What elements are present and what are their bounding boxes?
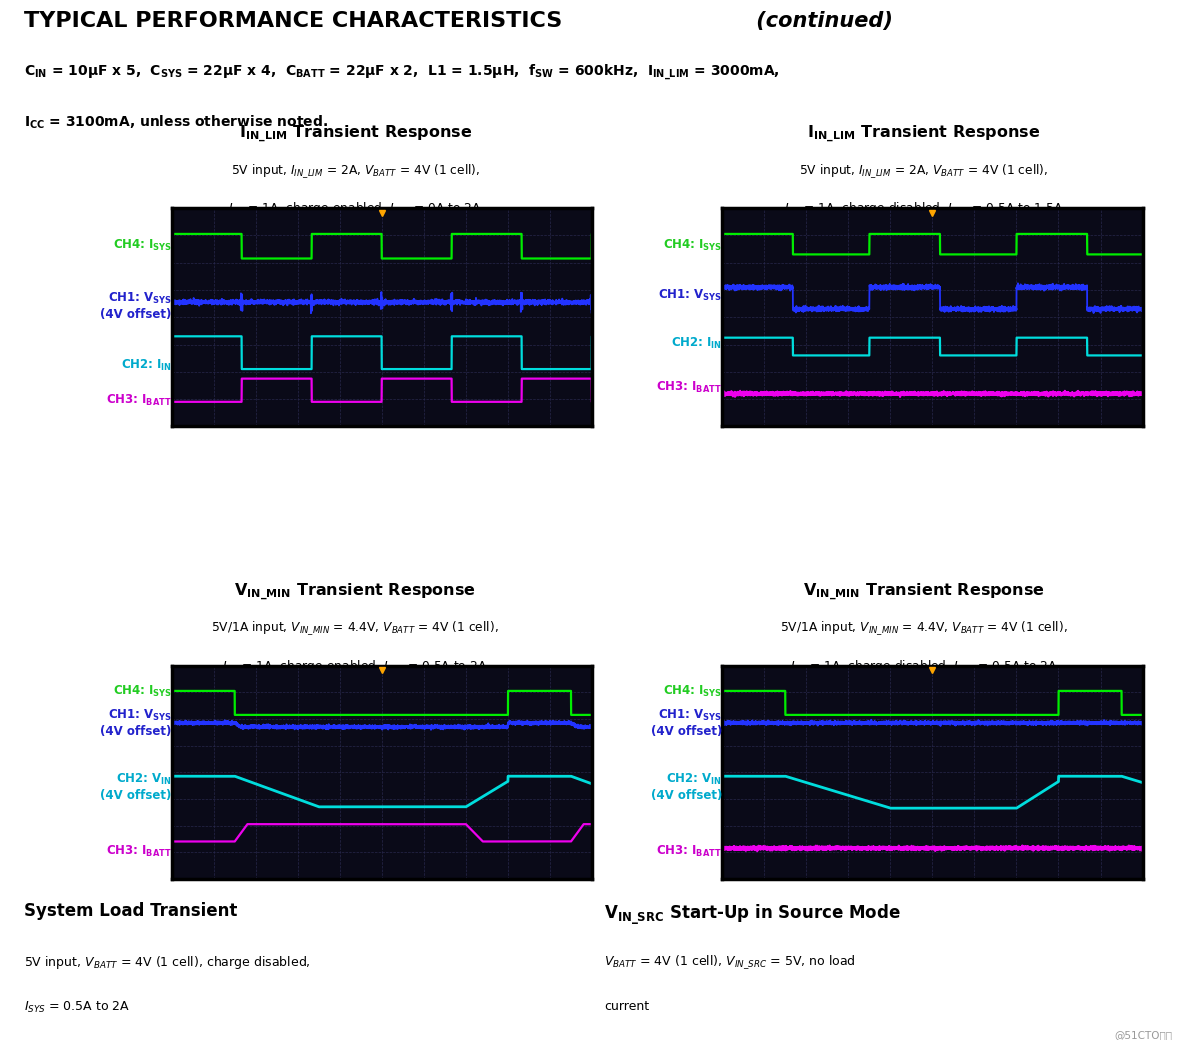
- Text: System Load Transient: System Load Transient: [24, 903, 237, 920]
- Text: CH3: $\mathbf{I_{BATT}}$: CH3: $\mathbf{I_{BATT}}$: [105, 843, 172, 859]
- Text: (continued): (continued): [748, 11, 893, 31]
- Text: CH3: $\mathbf{I_{BATT}}$: CH3: $\mathbf{I_{BATT}}$: [656, 843, 722, 859]
- Text: $\mathbf{I_{IN\_LIM}}$ Transient Response: $\mathbf{I_{IN\_LIM}}$ Transient Respons…: [806, 124, 1041, 144]
- Text: CH2: $\mathbf{V_{IN}}$
(4V offset): CH2: $\mathbf{V_{IN}}$ (4V offset): [651, 772, 722, 802]
- Text: 5V input, $I_{IN\_LIM}$ = 2A, $V_{BATT}$ = 4V (1 cell),: 5V input, $I_{IN\_LIM}$ = 2A, $V_{BATT}$…: [799, 162, 1048, 180]
- Text: @51CTO博客: @51CTO博客: [1114, 1030, 1172, 1040]
- Text: ● 500mV  ● 500mV  ● 2.00A  ● 1.00A  | 4.00ms  125MS/s  ●  ∫  1.40A: ● 500mV ● 500mV ● 2.00A ● 1.00A | 4.00ms…: [176, 882, 426, 890]
- Text: $I_{CC}$ = 1A, charge enabled, $I_{SYS}$ = 0A to 2A: $I_{CC}$ = 1A, charge enabled, $I_{SYS}$…: [229, 201, 482, 217]
- Text: 5V/1A input, $V_{IN\_MIN}$ = 4.4V, $V_{BATT}$ = 4V (1 cell),: 5V/1A input, $V_{IN\_MIN}$ = 4.4V, $V_{B…: [212, 620, 498, 638]
- Text: 5V/1A input, $V_{IN\_MIN}$ = 4.4V, $V_{BATT}$ = 4V (1 cell),: 5V/1A input, $V_{IN\_MIN}$ = 4.4V, $V_{B…: [780, 620, 1067, 638]
- Text: $V_{BATT}$ = 4V (1 cell), $V_{IN\_SRC}$ = 5V, no load: $V_{BATT}$ = 4V (1 cell), $V_{IN\_SRC}$ …: [604, 954, 856, 971]
- Text: $\mathbf{C_{IN}}$ = 10μF x 5,  $\mathbf{C_{SYS}}$ = 22μF x 4,  $\mathbf{C_{BATT}: $\mathbf{C_{IN}}$ = 10μF x 5, $\mathbf{C…: [24, 62, 779, 82]
- Text: $I_{SYS}$ = 0.5A to 2A: $I_{SYS}$ = 0.5A to 2A: [24, 999, 130, 1015]
- Text: $I_{CC}$ = 1A, charge disabled, $I_{SYS}$ = 0.5A to 2A: $I_{CC}$ = 1A, charge disabled, $I_{SYS}…: [790, 658, 1057, 675]
- Text: 5V input, $I_{IN\_LIM}$ = 2A, $V_{BATT}$ = 4V (1 cell),: 5V input, $I_{IN\_LIM}$ = 2A, $V_{BATT}$…: [231, 162, 480, 180]
- Text: ● 500mV  ● 500mV  ● 2.00A  ● 1.00A  | 4.00ms  125MS/s  ●  ∫  1.40A: ● 500mV ● 500mV ● 2.00A ● 1.00A | 4.00ms…: [727, 882, 977, 890]
- Text: $\mathbf{V_{IN\_MIN}}$ Transient Response: $\mathbf{V_{IN\_MIN}}$ Transient Respons…: [234, 581, 476, 601]
- Text: CH4: $\mathbf{I_{SYS}}$: CH4: $\mathbf{I_{SYS}}$: [112, 683, 172, 699]
- Text: $I_{CC}$ = 1A, charge enabled, $I_{SYS}$ = 0.5A to 2A: $I_{CC}$ = 1A, charge enabled, $I_{SYS}$…: [223, 658, 488, 675]
- Text: 5V input, $V_{BATT}$ = 4V (1 cell), charge disabled,: 5V input, $V_{BATT}$ = 4V (1 cell), char…: [24, 954, 310, 970]
- Text: CH1: $\mathbf{V_{SYS}}$
(4V offset): CH1: $\mathbf{V_{SYS}}$ (4V offset): [651, 708, 722, 738]
- Text: CH4: $\mathbf{I_{SYS}}$: CH4: $\mathbf{I_{SYS}}$: [112, 237, 172, 253]
- Text: ● 500mV  ● 1.00A  ● 2.00A  ● 1.00A  | 800μs  625MS/s  ●  ∫  1.40A: ● 500mV ● 1.00A ● 2.00A ● 1.00A | 800μs …: [727, 430, 969, 438]
- Text: ● 500mV  ● 1.00A  ● 2.00A  ● 2.00A  | 800μs  625MS/s  ●  ∫  1.40A: ● 500mV ● 1.00A ● 2.00A ● 2.00A | 800μs …: [176, 430, 418, 438]
- Text: $\mathbf{I_{CC}}$ = 3100mA, unless otherwise noted.: $\mathbf{I_{CC}}$ = 3100mA, unless other…: [24, 113, 328, 131]
- Text: $\mathbf{V_{IN\_SRC}}$ Start-Up in Source Mode: $\mathbf{V_{IN\_SRC}}$ Start-Up in Sourc…: [604, 903, 900, 927]
- Text: CH2: $\mathbf{I_{IN}}$: CH2: $\mathbf{I_{IN}}$: [671, 336, 722, 350]
- Text: $\mathbf{I_{IN\_LIM}}$ Transient Response: $\mathbf{I_{IN\_LIM}}$ Transient Respons…: [238, 124, 472, 144]
- Text: CH1: $\mathbf{V_{SYS}}$
(4V offset): CH1: $\mathbf{V_{SYS}}$ (4V offset): [101, 708, 172, 738]
- Text: CH3: $\mathbf{I_{BATT}}$: CH3: $\mathbf{I_{BATT}}$: [656, 380, 722, 394]
- Text: current: current: [604, 999, 649, 1013]
- Text: CH4: $\mathbf{I_{SYS}}$: CH4: $\mathbf{I_{SYS}}$: [663, 237, 722, 253]
- Text: CH2: $\mathbf{V_{IN}}$
(4V offset): CH2: $\mathbf{V_{IN}}$ (4V offset): [101, 772, 172, 802]
- Text: CH1: $\mathbf{V_{SYS}}$
(4V offset): CH1: $\mathbf{V_{SYS}}$ (4V offset): [101, 291, 172, 321]
- Text: CH4: $\mathbf{I_{SYS}}$: CH4: $\mathbf{I_{SYS}}$: [663, 683, 722, 699]
- Text: CH3: $\mathbf{I_{BATT}}$: CH3: $\mathbf{I_{BATT}}$: [105, 393, 172, 408]
- Text: $I_{CC}$ = 1A, charge disabled, $I_{SYS}$ = 0.5A to 1.5A: $I_{CC}$ = 1A, charge disabled, $I_{SYS}…: [784, 201, 1063, 217]
- Text: CH1: $\mathbf{V_{SYS}}$: CH1: $\mathbf{V_{SYS}}$: [658, 288, 722, 303]
- Text: $\mathbf{V_{IN\_MIN}}$ Transient Response: $\mathbf{V_{IN\_MIN}}$ Transient Respons…: [803, 581, 1044, 601]
- Text: TYPICAL PERFORMANCE CHARACTERISTICS: TYPICAL PERFORMANCE CHARACTERISTICS: [24, 11, 562, 31]
- Text: CH2: $\mathbf{I_{IN}}$: CH2: $\mathbf{I_{IN}}$: [121, 358, 172, 372]
